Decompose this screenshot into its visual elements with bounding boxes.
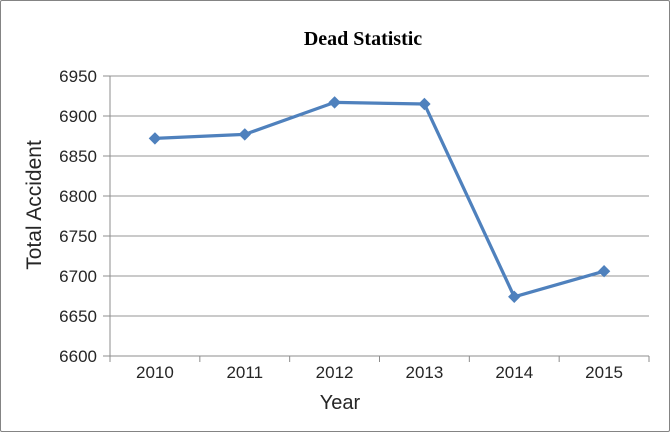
y-tick-label: 6750 xyxy=(59,227,97,246)
y-tick-label: 6700 xyxy=(59,267,97,286)
data-point-marker xyxy=(418,97,431,111)
data-point-marker xyxy=(238,128,251,141)
y-tick-label: 6950 xyxy=(59,67,97,86)
x-axis-title: Year xyxy=(319,392,361,414)
data-point-marker xyxy=(148,132,162,145)
data-point-marker xyxy=(597,264,611,278)
y-tick-label: 6850 xyxy=(59,147,97,166)
x-tick-label: 2015 xyxy=(585,363,623,382)
y-tick-label: 6900 xyxy=(59,107,97,126)
x-tick-label: 2011 xyxy=(226,363,263,382)
x-tick-label: 2014 xyxy=(495,363,533,382)
chart-title: Dead Statistic xyxy=(303,28,423,50)
y-tick-label: 6650 xyxy=(59,307,97,326)
x-tick-label: 2010 xyxy=(136,363,174,382)
data-point-marker xyxy=(508,290,521,304)
data-point-marker xyxy=(328,96,341,109)
x-tick-label: 2012 xyxy=(316,363,354,382)
y-tick-label: 6800 xyxy=(59,187,97,206)
series-line xyxy=(153,100,606,299)
y-tick-label: 6600 xyxy=(59,347,97,366)
x-tick-label: 2013 xyxy=(406,363,444,382)
